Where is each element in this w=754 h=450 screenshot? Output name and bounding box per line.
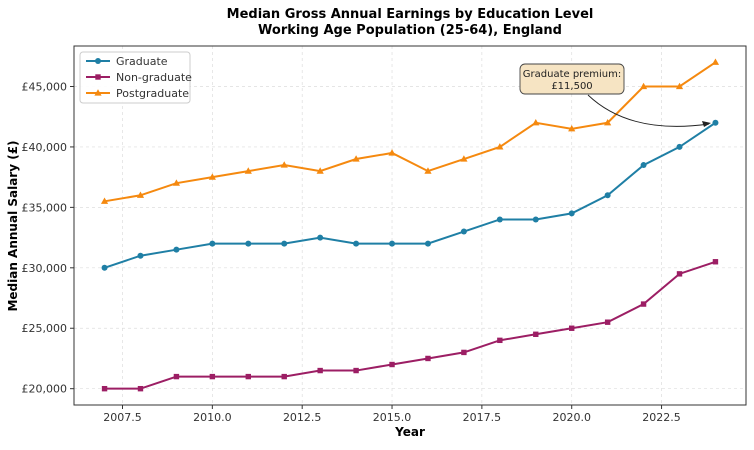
legend-label: Non-graduate (116, 71, 192, 84)
annotation: Graduate premium: £11,500 (519, 63, 711, 127)
legend-marker (95, 74, 101, 80)
annotation-line1: Graduate premium: (523, 69, 621, 80)
data-point (604, 319, 611, 325)
data-point (209, 373, 216, 380)
data-point (532, 216, 539, 223)
legend-box (79, 51, 191, 104)
data-point (389, 361, 395, 368)
series-non-graduate (101, 259, 719, 392)
data-point (208, 173, 216, 180)
data-point (461, 349, 467, 356)
series-line (104, 121, 717, 269)
data-point (568, 210, 575, 217)
x-tick-label: 2007.5 (103, 411, 142, 424)
data-point (460, 228, 467, 235)
data-point (497, 337, 503, 344)
data-point (640, 162, 647, 169)
legend-marker (95, 58, 101, 64)
data-point (136, 191, 145, 198)
legend: Graduate Non-graduate Postgraduate (79, 51, 192, 104)
data-point (532, 118, 540, 126)
data-point (280, 161, 288, 168)
y-tick-label: £20,000 (22, 383, 68, 396)
y-tick-label: £30,000 (22, 262, 68, 275)
series-line (104, 61, 717, 203)
data-point (137, 252, 144, 259)
data-point (712, 119, 719, 126)
x-tick-label: 2012.5 (283, 411, 322, 424)
data-point (101, 264, 108, 271)
x-tick-label: 2017.5 (463, 411, 502, 424)
data-point (676, 271, 683, 277)
series-graduate (101, 119, 719, 271)
series-line (104, 260, 716, 390)
legend-label: Graduate (116, 55, 168, 68)
arrow-head-icon (702, 121, 711, 127)
x-tick-label: 2022.5 (642, 411, 681, 424)
series-postgraduate (100, 58, 720, 204)
x-tick-label: 2020.0 (552, 411, 591, 424)
plot-frame (73, 45, 747, 406)
data-point (137, 385, 144, 392)
annotation-arrow (587, 94, 710, 127)
data-point (172, 179, 181, 186)
data-point (712, 259, 719, 265)
data-point (317, 367, 323, 374)
data-point (676, 143, 683, 150)
data-point (281, 373, 287, 380)
y-tick-label: £45,000 (22, 80, 68, 93)
data-point (569, 325, 575, 331)
y-tick-label: £25,000 (22, 322, 68, 335)
data-point (173, 373, 180, 380)
x-tick-label: 2010.0 (193, 411, 232, 424)
data-point (317, 234, 324, 241)
data-point (389, 240, 396, 247)
data-point (604, 192, 611, 199)
x-axis-label: Year (394, 425, 425, 439)
data-point (209, 240, 216, 247)
data-point (640, 301, 647, 307)
data-point (568, 124, 576, 132)
data-point (353, 367, 359, 374)
data-point (533, 331, 539, 337)
data-point (604, 118, 612, 126)
data-point (496, 216, 503, 223)
data-point (173, 246, 180, 253)
data-point (711, 58, 720, 65)
legend-label: Postgraduate (116, 87, 189, 100)
data-point (424, 167, 432, 174)
data-point (425, 355, 431, 362)
data-point (244, 167, 252, 174)
y-tick-label: £35,000 (22, 201, 68, 214)
annotation-box (519, 63, 625, 95)
y-axis-label: Median Annual Salary (£) (6, 140, 20, 311)
chart-subtitle: Working Age Population (25-64), England (258, 23, 562, 38)
annotation-line2: £11,500 (551, 81, 592, 92)
data-point (245, 373, 251, 380)
data-point (245, 240, 252, 247)
chart-title: Median Gross Annual Earnings by Educatio… (227, 7, 594, 22)
data-point (496, 143, 504, 150)
data-point (316, 167, 324, 174)
data-point (281, 240, 288, 247)
legend-marker (94, 89, 102, 96)
data-point (353, 240, 360, 247)
data-point (101, 385, 108, 392)
y-tick-label: £40,000 (22, 141, 68, 154)
data-point (639, 82, 648, 90)
x-tick-label: 2015.0 (373, 411, 412, 424)
data-point (460, 155, 468, 162)
data-point (352, 155, 360, 162)
data-point (100, 197, 109, 204)
data-point (675, 82, 684, 90)
data-point (388, 149, 396, 156)
data-point (424, 240, 431, 247)
